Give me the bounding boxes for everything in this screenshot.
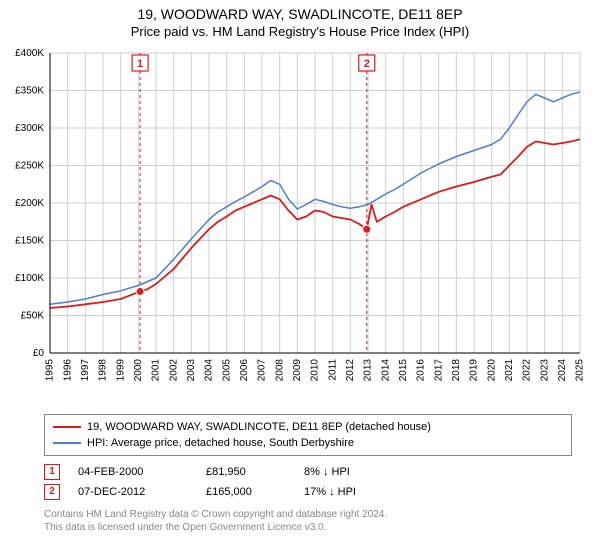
- sale-date: 04-FEB-2000: [78, 462, 188, 482]
- footer: Contains HM Land Registry data © Crown c…: [44, 508, 572, 534]
- svg-text:2018: 2018: [451, 359, 462, 382]
- sale-date: 07-DEC-2012: [78, 482, 188, 502]
- svg-text:2015: 2015: [398, 359, 409, 382]
- svg-text:2010: 2010: [310, 359, 321, 382]
- chart: £0 £50K £100K £150K £200K £250K £300K £350K £400…: [0, 43, 600, 408]
- sale-marker: 2: [44, 484, 60, 500]
- legend-swatch: [53, 442, 81, 444]
- svg-text:£200K: £200K: [15, 198, 44, 209]
- svg-text:2002: 2002: [168, 359, 179, 382]
- sale-marker: 1: [44, 464, 60, 480]
- footer-line-2: This data is licensed under the Open Gov…: [44, 521, 572, 534]
- svg-text:2006: 2006: [239, 359, 250, 382]
- svg-text:£300K: £300K: [15, 123, 44, 134]
- svg-text:£400K: £400K: [15, 48, 44, 59]
- chart-subtitle: Price paid vs. HM Land Registry's House …: [0, 24, 600, 39]
- svg-text:1995: 1995: [45, 359, 56, 382]
- sales-table: 1 04-FEB-2000 £81,950 8% ↓ HPI 2 07-DEC-2012 £…: [44, 462, 572, 502]
- svg-text:2001: 2001: [151, 359, 162, 382]
- svg-text:2000: 2000: [133, 359, 144, 382]
- legend-label: 19, WOODWARD WAY, SWADLINCOTE, DE11 8EP …: [87, 419, 431, 435]
- svg-text:2025: 2025: [575, 359, 586, 382]
- svg-text:2: 2: [364, 58, 370, 70]
- svg-text:2012: 2012: [345, 359, 356, 382]
- svg-text:2019: 2019: [469, 359, 480, 382]
- svg-text:1998: 1998: [98, 359, 109, 382]
- svg-text:2020: 2020: [486, 359, 497, 382]
- svg-text:2007: 2007: [257, 359, 268, 382]
- svg-text:2004: 2004: [204, 359, 215, 382]
- svg-text:£350K: £350K: [15, 86, 44, 97]
- svg-text:2011: 2011: [327, 359, 338, 381]
- sale-row: 1 04-FEB-2000 £81,950 8% ↓ HPI: [44, 462, 572, 482]
- svg-text:2024: 2024: [557, 359, 568, 382]
- svg-text:£50K: £50K: [21, 311, 45, 322]
- footer-line-1: Contains HM Land Registry data © Crown c…: [44, 508, 572, 521]
- svg-text:2022: 2022: [522, 359, 533, 382]
- chart-title: 19, WOODWARD WAY, SWADLINCOTE, DE11 8EP: [0, 6, 600, 22]
- svg-text:£150K: £150K: [15, 236, 44, 247]
- legend: 19, WOODWARD WAY, SWADLINCOTE, DE11 8EP …: [44, 414, 572, 456]
- sale-price: £81,950: [206, 462, 286, 482]
- sale-row: 2 07-DEC-2012 £165,000 17% ↓ HPI: [44, 482, 572, 502]
- legend-label: HPI: Average price, detached house, Sout…: [87, 435, 354, 451]
- page: 19, WOODWARD WAY, SWADLINCOTE, DE11 8EP …: [0, 6, 600, 534]
- svg-text:2009: 2009: [292, 359, 303, 382]
- svg-text:2005: 2005: [221, 359, 232, 382]
- chart-svg: £0 £50K £100K £150K £200K £250K £300K £350K £400…: [0, 43, 600, 403]
- legend-swatch: [53, 426, 81, 428]
- svg-text:1: 1: [137, 58, 143, 70]
- svg-text:£0: £0: [33, 348, 45, 359]
- svg-text:1997: 1997: [80, 359, 91, 382]
- svg-text:2003: 2003: [186, 359, 197, 382]
- svg-text:2013: 2013: [363, 359, 374, 382]
- svg-text:2014: 2014: [380, 359, 391, 382]
- sale-price: £165,000: [206, 482, 286, 502]
- legend-row: 19, WOODWARD WAY, SWADLINCOTE, DE11 8EP …: [53, 419, 563, 435]
- svg-text:2021: 2021: [504, 359, 515, 382]
- sale-delta: 17% ↓ HPI: [304, 482, 384, 502]
- svg-text:£100K: £100K: [15, 273, 44, 284]
- svg-text:2008: 2008: [274, 359, 285, 382]
- sale-delta: 8% ↓ HPI: [304, 462, 384, 482]
- svg-text:£250K: £250K: [15, 161, 44, 172]
- svg-text:2016: 2016: [416, 359, 427, 382]
- svg-text:2023: 2023: [539, 359, 550, 382]
- svg-text:2017: 2017: [433, 359, 444, 382]
- svg-text:1999: 1999: [115, 359, 126, 382]
- legend-row: HPI: Average price, detached house, Sout…: [53, 435, 563, 451]
- svg-text:1996: 1996: [62, 359, 73, 382]
